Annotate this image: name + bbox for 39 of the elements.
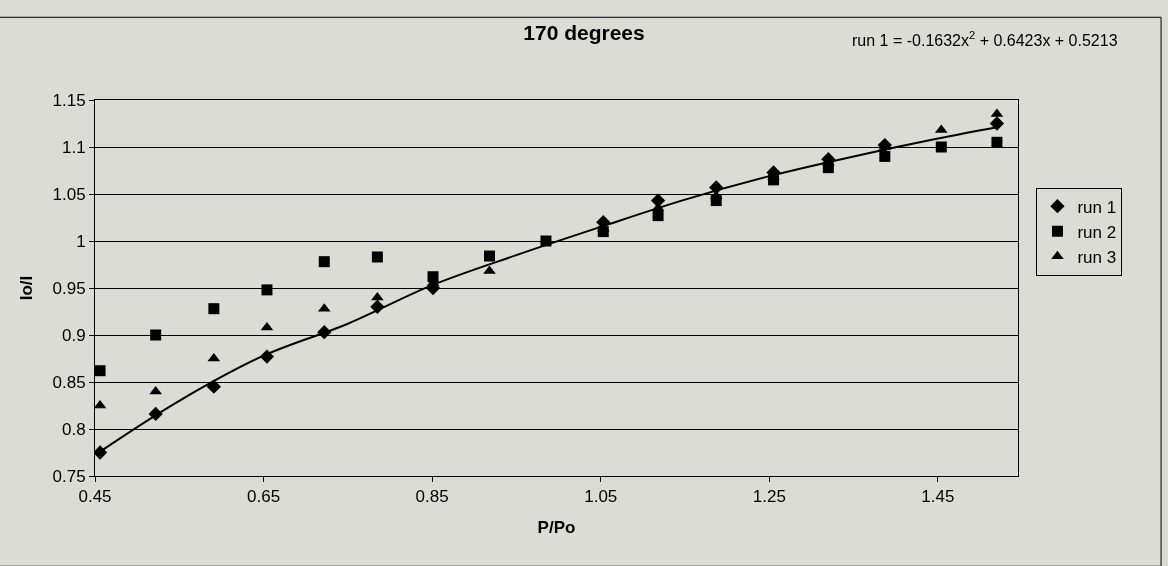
chart-title: 170 degrees — [523, 21, 645, 45]
point — [652, 210, 664, 222]
y-tick-label: 0.8 — [61, 419, 86, 439]
point — [991, 136, 1003, 148]
point — [371, 251, 383, 263]
y-tick-label: 0.75 — [52, 466, 86, 486]
text: run 1 = -0.1632x$^{2}$ + 0.6423x + 0.5213 — [852, 29, 1118, 49]
y-tick-label: 0.85 — [52, 372, 86, 392]
point — [371, 291, 384, 301]
x-tick-label: 0.65 — [247, 487, 281, 507]
point — [261, 284, 273, 296]
y-tick-label: 1.05 — [52, 184, 86, 204]
x-tick-label: 1.45 — [921, 487, 955, 507]
y-tick-label: 1.1 — [61, 137, 86, 157]
point — [149, 385, 163, 395]
x-tick-label: 1.05 — [584, 487, 618, 507]
x-tick-label: 1.25 — [752, 487, 786, 507]
legend-label: run 2 — [1077, 222, 1117, 242]
y-tick-label: 1.15 — [52, 90, 86, 110]
point — [879, 150, 891, 162]
legend-label: run 1 — [1077, 197, 1117, 217]
point — [208, 303, 220, 315]
point — [95, 365, 106, 377]
point — [260, 321, 274, 331]
point — [483, 250, 495, 262]
point — [318, 256, 330, 268]
legend-label: run 3 — [1077, 247, 1117, 267]
y-tick-label: 1 — [76, 231, 86, 251]
point — [989, 116, 1005, 131]
y-tick-label: 0.95 — [52, 278, 86, 298]
y-tick-label: 0.9 — [61, 325, 86, 345]
point — [95, 445, 108, 460]
x-axis-title: P/Po — [537, 517, 576, 537]
x-tick-label: 0.85 — [415, 487, 449, 507]
point — [935, 141, 947, 153]
point — [150, 329, 162, 341]
y-axis-title: Io/I — [17, 275, 37, 301]
point — [95, 400, 107, 409]
x-tick-label: 0.45 — [78, 487, 112, 507]
